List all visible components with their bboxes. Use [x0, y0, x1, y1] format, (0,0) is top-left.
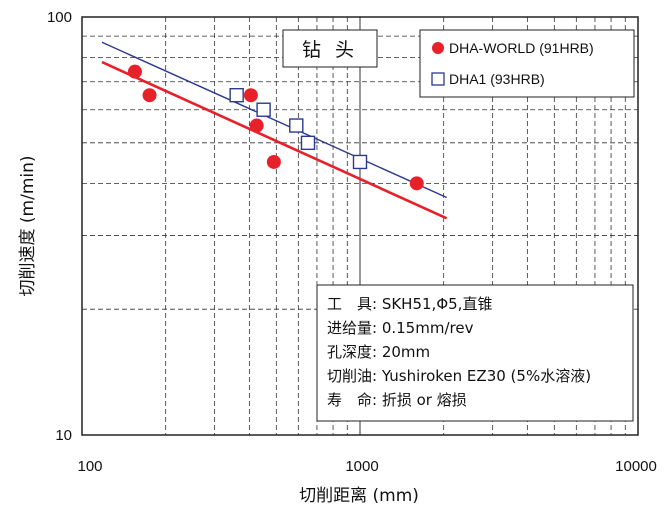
trend-line-dha1	[101, 41, 447, 199]
data-points	[127, 64, 424, 191]
point-dha1	[352, 154, 368, 170]
chart-title: 钻 头	[302, 39, 358, 61]
condition-row-feed: 进给量: 0.15mm/rev	[327, 319, 474, 337]
point-dha1	[289, 118, 304, 133]
x-tick-label-10000: 10000	[615, 458, 657, 475]
x-tick-label-100: 100	[77, 458, 102, 475]
conditions-frame	[316, 284, 634, 422]
y-axis-label: 切削速度 (m/min)	[18, 155, 38, 296]
trend-line-dha-world	[101, 60, 448, 220]
point-dha-world	[243, 88, 258, 103]
legend: DHA-WORLD (91HRB) DHA1 (93HRB)	[419, 29, 635, 98]
legend-frame	[419, 29, 635, 98]
point-dha-world	[266, 154, 281, 169]
condition-row-tool: 工 具: SKH51,Φ5,直锥	[327, 295, 492, 313]
point-dha-world	[249, 118, 264, 133]
legend-marker-dha-world	[432, 42, 444, 54]
point-dha-world	[127, 64, 142, 79]
title-box	[282, 29, 378, 68]
x-tick-label-1000: 1000	[345, 458, 378, 475]
point-dha1	[229, 88, 244, 103]
condition-row-oil: 切削油: Yushiroken EZ30 (5%水溶液)	[327, 367, 591, 385]
condition-row-depth: 孔深度: 20mm	[327, 343, 430, 361]
legend-marker-dha1	[431, 72, 445, 86]
x-axis-label: 切削距离 (mm)	[299, 486, 419, 506]
condition-row-life: 寿 命: 折损 or 熔损	[327, 391, 467, 409]
y-tick-label-100: 100	[47, 9, 72, 26]
legend-label-dha1: DHA1 (93HRB)	[449, 71, 545, 87]
plot-frame	[81, 16, 639, 436]
point-dha-world	[409, 176, 424, 191]
trend-lines	[101, 41, 448, 220]
y-tick-label-10: 10	[55, 427, 72, 444]
conditions-box: 工 具: SKH51,Φ5,直锥 进给量: 0.15mm/rev 孔深度: 20…	[316, 284, 634, 422]
point-dha-world	[142, 88, 157, 103]
point-dha1	[300, 135, 316, 151]
point-dha1	[256, 102, 271, 117]
legend-label-dha-world: DHA-WORLD (91HRB)	[449, 40, 594, 56]
